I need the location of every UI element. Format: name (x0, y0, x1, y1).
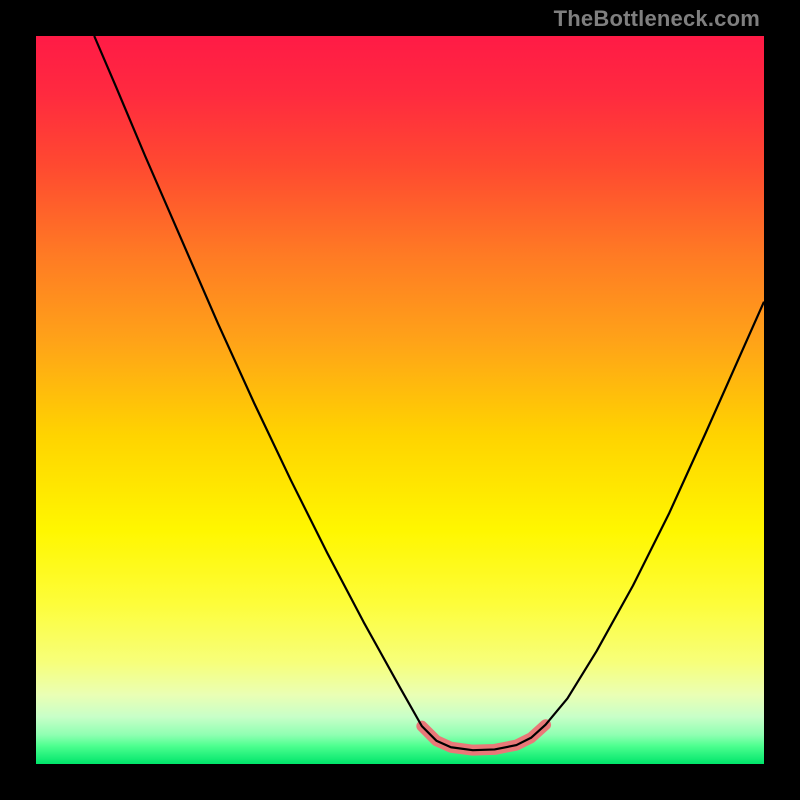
watermark-text: TheBottleneck.com (554, 6, 760, 32)
watermark-layer: TheBottleneck.com (0, 0, 800, 800)
chart-stage: TheBottleneck.com (0, 0, 800, 800)
